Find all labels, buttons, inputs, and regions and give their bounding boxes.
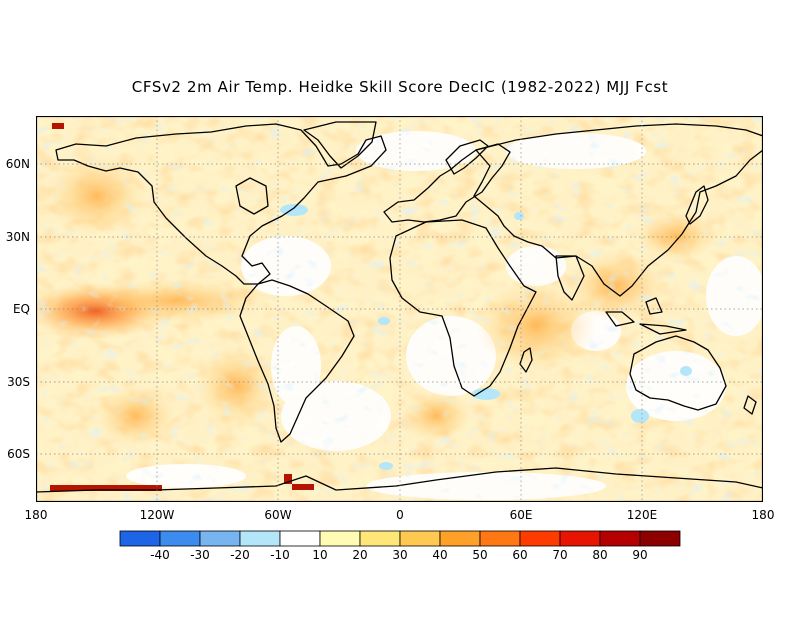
colorbar-tick-label: 50 (472, 548, 488, 562)
colorbar-tick-label: -10 (270, 548, 290, 562)
lon-label-120e: 120E (626, 508, 658, 522)
lat-label-60n: 60N (5, 157, 30, 171)
lon-label-60w: 60W (264, 508, 292, 522)
colorbar-tick-label: -30 (190, 548, 210, 562)
map-panel (36, 116, 763, 502)
map-title: CFSv2 2m Air Temp. Heidke Skill Score De… (131, 78, 669, 96)
colorbar-tick-label: 60 (512, 548, 528, 562)
lon-label-180w: 180 (24, 508, 48, 522)
colorbar-tick-label: 20 (352, 548, 368, 562)
colorbar-swatch (399, 530, 441, 547)
lon-label-180e: 180 (751, 508, 775, 522)
colorbar-tick-label: 10 (312, 548, 328, 562)
colorbar-swatch (319, 530, 361, 547)
colorbar-swatch (519, 530, 561, 547)
colorbar-swatch (639, 530, 681, 547)
lon-label-0: 0 (396, 508, 404, 522)
colorbar-swatch (279, 530, 321, 547)
lon-label-60e: 60E (509, 508, 533, 522)
colorbar-swatch (159, 530, 201, 547)
skill-score-map (36, 116, 763, 502)
colorbar-swatch (559, 530, 601, 547)
colorbar (119, 530, 681, 547)
graticule (36, 116, 763, 502)
colorbar-tick-label: 40 (432, 548, 448, 562)
colorbar-tick-label: 90 (632, 548, 648, 562)
lat-label-60s: 60S (7, 447, 30, 461)
lat-label-eq: EQ (12, 302, 30, 316)
colorbar-swatch (599, 530, 641, 547)
map-frame (36, 116, 763, 502)
colorbar-tick-label: 80 (592, 548, 608, 562)
lat-label-30s: 30S (7, 375, 30, 389)
colorbar-tick-label: 30 (392, 548, 408, 562)
lat-label-30n: 30N (5, 230, 30, 244)
colorbar-swatch (199, 530, 241, 547)
colorbar-swatch (239, 530, 281, 547)
colorbar-tick-label: -40 (150, 548, 170, 562)
coastlines (36, 121, 763, 493)
colorbar-swatch (119, 530, 161, 547)
max-skill-blocks (50, 123, 314, 491)
colorbar-swatch (439, 530, 481, 547)
colorbar-swatch (479, 530, 521, 547)
colorbar-swatch (359, 530, 401, 547)
lon-label-120w: 120W (139, 508, 175, 522)
colorbar-tick-label: -20 (230, 548, 250, 562)
colorbar-tick-label: 70 (552, 548, 568, 562)
